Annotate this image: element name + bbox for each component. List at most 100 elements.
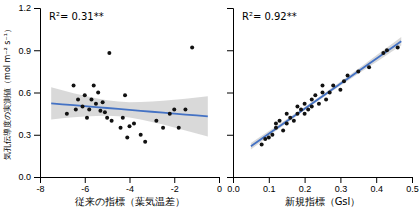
x-tick-mark — [305, 177, 306, 183]
x-tick-label: 0.0 — [227, 184, 240, 194]
data-point — [76, 98, 80, 102]
x-tick: 0.5 — [406, 177, 419, 194]
data-point — [321, 83, 325, 87]
data-point — [299, 107, 303, 111]
data-point — [281, 129, 285, 133]
fit-line — [251, 41, 401, 146]
data-point — [346, 74, 350, 78]
data-point — [263, 137, 267, 141]
confidence-band — [51, 87, 208, 136]
x-tick-label: -6 — [81, 184, 89, 194]
chart-svg: -8-6-4-200.00.30.60.91.2従来の指標（葉気温差）気孔伝導度… — [0, 0, 420, 211]
data-point — [103, 110, 107, 114]
y-tick — [227, 8, 233, 9]
data-point — [313, 93, 317, 97]
y-tick: 0.0 — [18, 172, 40, 182]
x-tick: -2 — [171, 177, 179, 194]
x-tick-mark — [219, 177, 220, 183]
data-point — [139, 133, 143, 137]
data-point — [303, 112, 307, 116]
x-tick-mark — [130, 177, 131, 183]
data-point — [317, 102, 321, 106]
data-point — [183, 107, 187, 111]
y-tick-label: 0.6 — [18, 88, 31, 98]
y-tick-mark — [227, 177, 233, 178]
data-point — [121, 116, 125, 120]
y-tick: 0.9 — [18, 46, 40, 56]
data-point — [105, 116, 109, 120]
fit-line — [51, 103, 208, 116]
plot-area — [51, 45, 208, 143]
data-point — [85, 116, 89, 120]
data-point — [161, 126, 165, 130]
data-point — [274, 121, 278, 125]
y-tick: 1.2 — [18, 3, 40, 13]
x-axis-line — [41, 178, 220, 184]
data-point — [177, 126, 181, 130]
data-point — [356, 69, 360, 73]
y-tick-mark — [227, 50, 233, 51]
x-tick-label: 0.1 — [263, 184, 276, 194]
x-tick-label: -8 — [36, 184, 44, 194]
data-point — [285, 112, 289, 116]
data-point — [267, 136, 271, 140]
data-point — [278, 119, 282, 123]
data-point — [270, 133, 274, 137]
x-axis-line — [234, 178, 413, 184]
data-point — [96, 91, 100, 95]
y-tick-label: 0.0 — [18, 172, 31, 182]
y-tick-label: 0.9 — [18, 46, 31, 56]
x-tick: 0.3 — [335, 177, 348, 194]
data-point — [385, 48, 389, 52]
data-point — [285, 121, 289, 125]
data-point — [87, 107, 91, 111]
y-tick-mark — [34, 93, 40, 94]
x-tick: -8 — [36, 177, 44, 194]
x-tick-mark — [85, 177, 86, 183]
x-tick-label: -2 — [171, 184, 179, 194]
plot-area — [251, 37, 401, 149]
panel: 0.00.10.20.30.40.5新規指標（Gsl）R²= 0.92** — [227, 9, 419, 208]
x-tick: 0 — [217, 177, 222, 194]
y-tick-mark — [227, 8, 233, 9]
y-tick: 0.3 — [18, 130, 40, 140]
y-tick-mark — [227, 93, 233, 94]
x-tick-label: -4 — [126, 184, 134, 194]
data-point — [119, 126, 123, 130]
data-point — [81, 105, 85, 109]
x-tick-label: 0.5 — [406, 184, 419, 194]
data-point — [342, 79, 346, 83]
data-point — [331, 83, 335, 87]
data-point — [295, 105, 299, 109]
data-point — [83, 93, 87, 97]
y-tick-mark — [34, 177, 40, 178]
x-tick-mark — [269, 177, 270, 183]
y-axis-line — [34, 9, 41, 178]
data-point — [107, 51, 111, 55]
data-point — [143, 140, 147, 144]
y-tick — [227, 93, 233, 94]
x-axis-title: 従来の指標（葉気温差） — [75, 196, 185, 207]
data-point — [396, 45, 400, 49]
y-axis: 0.0 0.3 0.6 0.9 1.2 — [18, 3, 40, 182]
y-tick: 0.6 — [18, 88, 40, 98]
data-point — [94, 102, 98, 106]
x-axis-title: 新規指標（Gsl） — [285, 196, 361, 207]
data-point — [101, 100, 105, 104]
annotation: R²= 0.31** — [49, 11, 104, 22]
data-point — [381, 51, 385, 55]
x-tick-label: 0.2 — [299, 184, 312, 194]
data-point — [128, 124, 132, 128]
data-point — [190, 45, 194, 49]
y-tick-mark — [34, 135, 40, 136]
chart-container: -8-6-4-200.00.30.60.91.2従来の指標（葉気温差）気孔伝導度… — [0, 0, 420, 211]
data-point — [324, 98, 328, 102]
y-axis — [227, 9, 234, 178]
x-tick: -6 — [81, 177, 89, 194]
data-point — [132, 121, 136, 125]
y-tick-mark — [34, 8, 40, 9]
data-point — [288, 116, 292, 120]
confidence-band — [251, 37, 401, 149]
data-point — [367, 65, 371, 69]
x-axis: -8 -6 -4 -2 0 — [36, 177, 222, 194]
